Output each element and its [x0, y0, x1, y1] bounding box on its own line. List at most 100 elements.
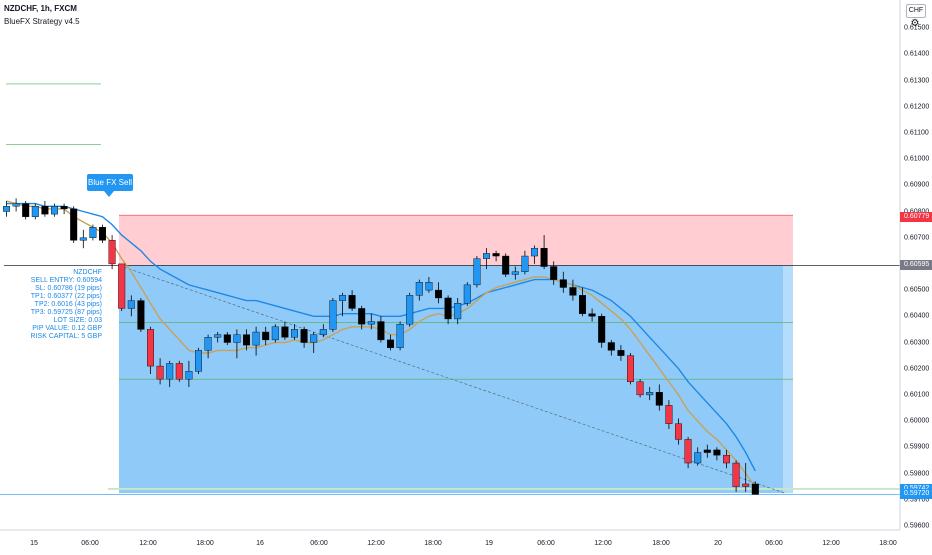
candle-body [415, 282, 423, 296]
price-tick-label: 0.59700 [904, 496, 930, 504]
candle-body [751, 483, 759, 495]
candle-body [425, 282, 433, 291]
price-tick-label: 0.61200 [904, 103, 930, 111]
info-tp1: TP1: 0.60377 (22 pips) [30, 293, 102, 300]
candle-body [60, 206, 68, 210]
candle-body [89, 227, 97, 238]
candle-body [665, 405, 673, 424]
candle-body [607, 342, 615, 351]
candle-body [684, 439, 692, 464]
candle-body [281, 326, 289, 338]
candle-body [22, 203, 30, 217]
time-tick-label: 12:00 [594, 540, 612, 547]
candle-body [137, 300, 145, 330]
candle-body [41, 206, 49, 215]
info-lot-size: LOT SIZE: 0.03 [53, 317, 102, 324]
candle-body [31, 206, 39, 217]
candle-body [732, 462, 740, 487]
trade-info-panel: NZDCHF SELL ENTRY: 0.60594 SL: 0.60786 (… [31, 269, 102, 341]
candle-body [550, 266, 558, 280]
price-tick-label: 0.60700 [904, 234, 930, 242]
candle-body [694, 452, 702, 464]
candle-body [675, 423, 683, 440]
time-tick-label: 06:00 [310, 540, 328, 547]
time-tick-label: 12:00 [139, 540, 157, 547]
candle-body [175, 363, 183, 380]
stop-loss-zone [119, 215, 793, 266]
candle-body [579, 295, 587, 314]
candle-body [367, 321, 375, 325]
candle-body [300, 329, 308, 343]
chart-title: NZDCHF, 1h, FXCM [4, 4, 77, 13]
tp3-strip [108, 487, 900, 490]
candle-body [204, 337, 212, 351]
price-tick-label: 0.60900 [904, 181, 930, 189]
candle-body [339, 295, 347, 301]
candle-body [377, 321, 385, 341]
candle-body [435, 289, 443, 299]
trend-projection-line [118, 265, 786, 494]
candle-body [473, 258, 481, 286]
info-symbol: NZDCHF [73, 269, 102, 276]
candle-body [252, 331, 260, 346]
sell-signal-label: Blue FX Sell [87, 174, 133, 197]
info-sell-entry: SELL ENTRY: 0.60594 [30, 277, 102, 284]
candle-body [214, 334, 222, 338]
time-tick-label: 12:00 [367, 540, 385, 547]
candle-body [483, 253, 491, 259]
price-tick-label: 0.61400 [904, 50, 930, 58]
price-tick-label: 0.60200 [904, 365, 930, 373]
price-tick-label: 0.61000 [904, 155, 930, 163]
candle-body [531, 247, 539, 257]
price-tick-label: 0.59800 [904, 470, 930, 477]
candle-body [242, 334, 250, 346]
info-pip-value: PIP VALUE: 0.12 GBP [32, 325, 102, 332]
price-tag: 0.59742 [900, 483, 932, 494]
candle-body [156, 365, 164, 380]
candle-body [310, 334, 318, 343]
time-tick-label: 06:00 [81, 540, 99, 547]
price-tick-label: 0.60500 [904, 286, 930, 294]
price-tick-label: 0.60400 [904, 312, 930, 320]
price-tick-label: 0.59900 [904, 443, 930, 451]
candle-body [70, 208, 78, 241]
candle-body [559, 279, 567, 288]
time-tick-label: 06:00 [765, 540, 783, 547]
candle-body [742, 483, 750, 487]
candle-body [185, 371, 193, 380]
gear-icon[interactable]: ⚙ [910, 18, 920, 29]
candle-body [262, 331, 270, 341]
candle-body [51, 206, 59, 215]
candle-body [118, 263, 126, 309]
candle-body [703, 449, 711, 453]
candle-body [713, 449, 721, 456]
candle-body [3, 206, 10, 212]
candle-body [329, 300, 337, 330]
candle-body [463, 284, 471, 304]
price-tick-label: 0.60300 [904, 339, 930, 346]
price-tick-label: 0.60100 [904, 391, 930, 399]
indicator-label[interactable]: BlueFX Strategy v4.5 [4, 17, 80, 26]
time-tick-label: 16 [256, 540, 264, 547]
candle-body [646, 392, 654, 396]
price-tick-label: 0.61300 [904, 77, 930, 84]
price-tick-label: 0.60800 [904, 208, 929, 215]
candle-body [521, 255, 529, 272]
candle-body [291, 329, 299, 338]
candle-body [569, 287, 577, 296]
info-stop-loss: SL: 0.60786 (19 pips) [35, 285, 102, 292]
info-risk-capital: RISK CAPITAL: 5 GBP [30, 333, 102, 340]
candle-body [588, 313, 596, 317]
price-tick-label: 0.59600 [904, 522, 930, 530]
time-tick-label: 18:00 [879, 540, 897, 547]
time-tick-label: 18:00 [652, 540, 670, 547]
price-tag: 0.60595 [900, 260, 932, 271]
currency-badge[interactable]: CHF [906, 4, 926, 18]
candle-body [108, 240, 116, 265]
candle-body [146, 329, 154, 367]
candle-body [166, 363, 174, 380]
candle-body [627, 355, 635, 383]
candle-body [444, 297, 452, 320]
